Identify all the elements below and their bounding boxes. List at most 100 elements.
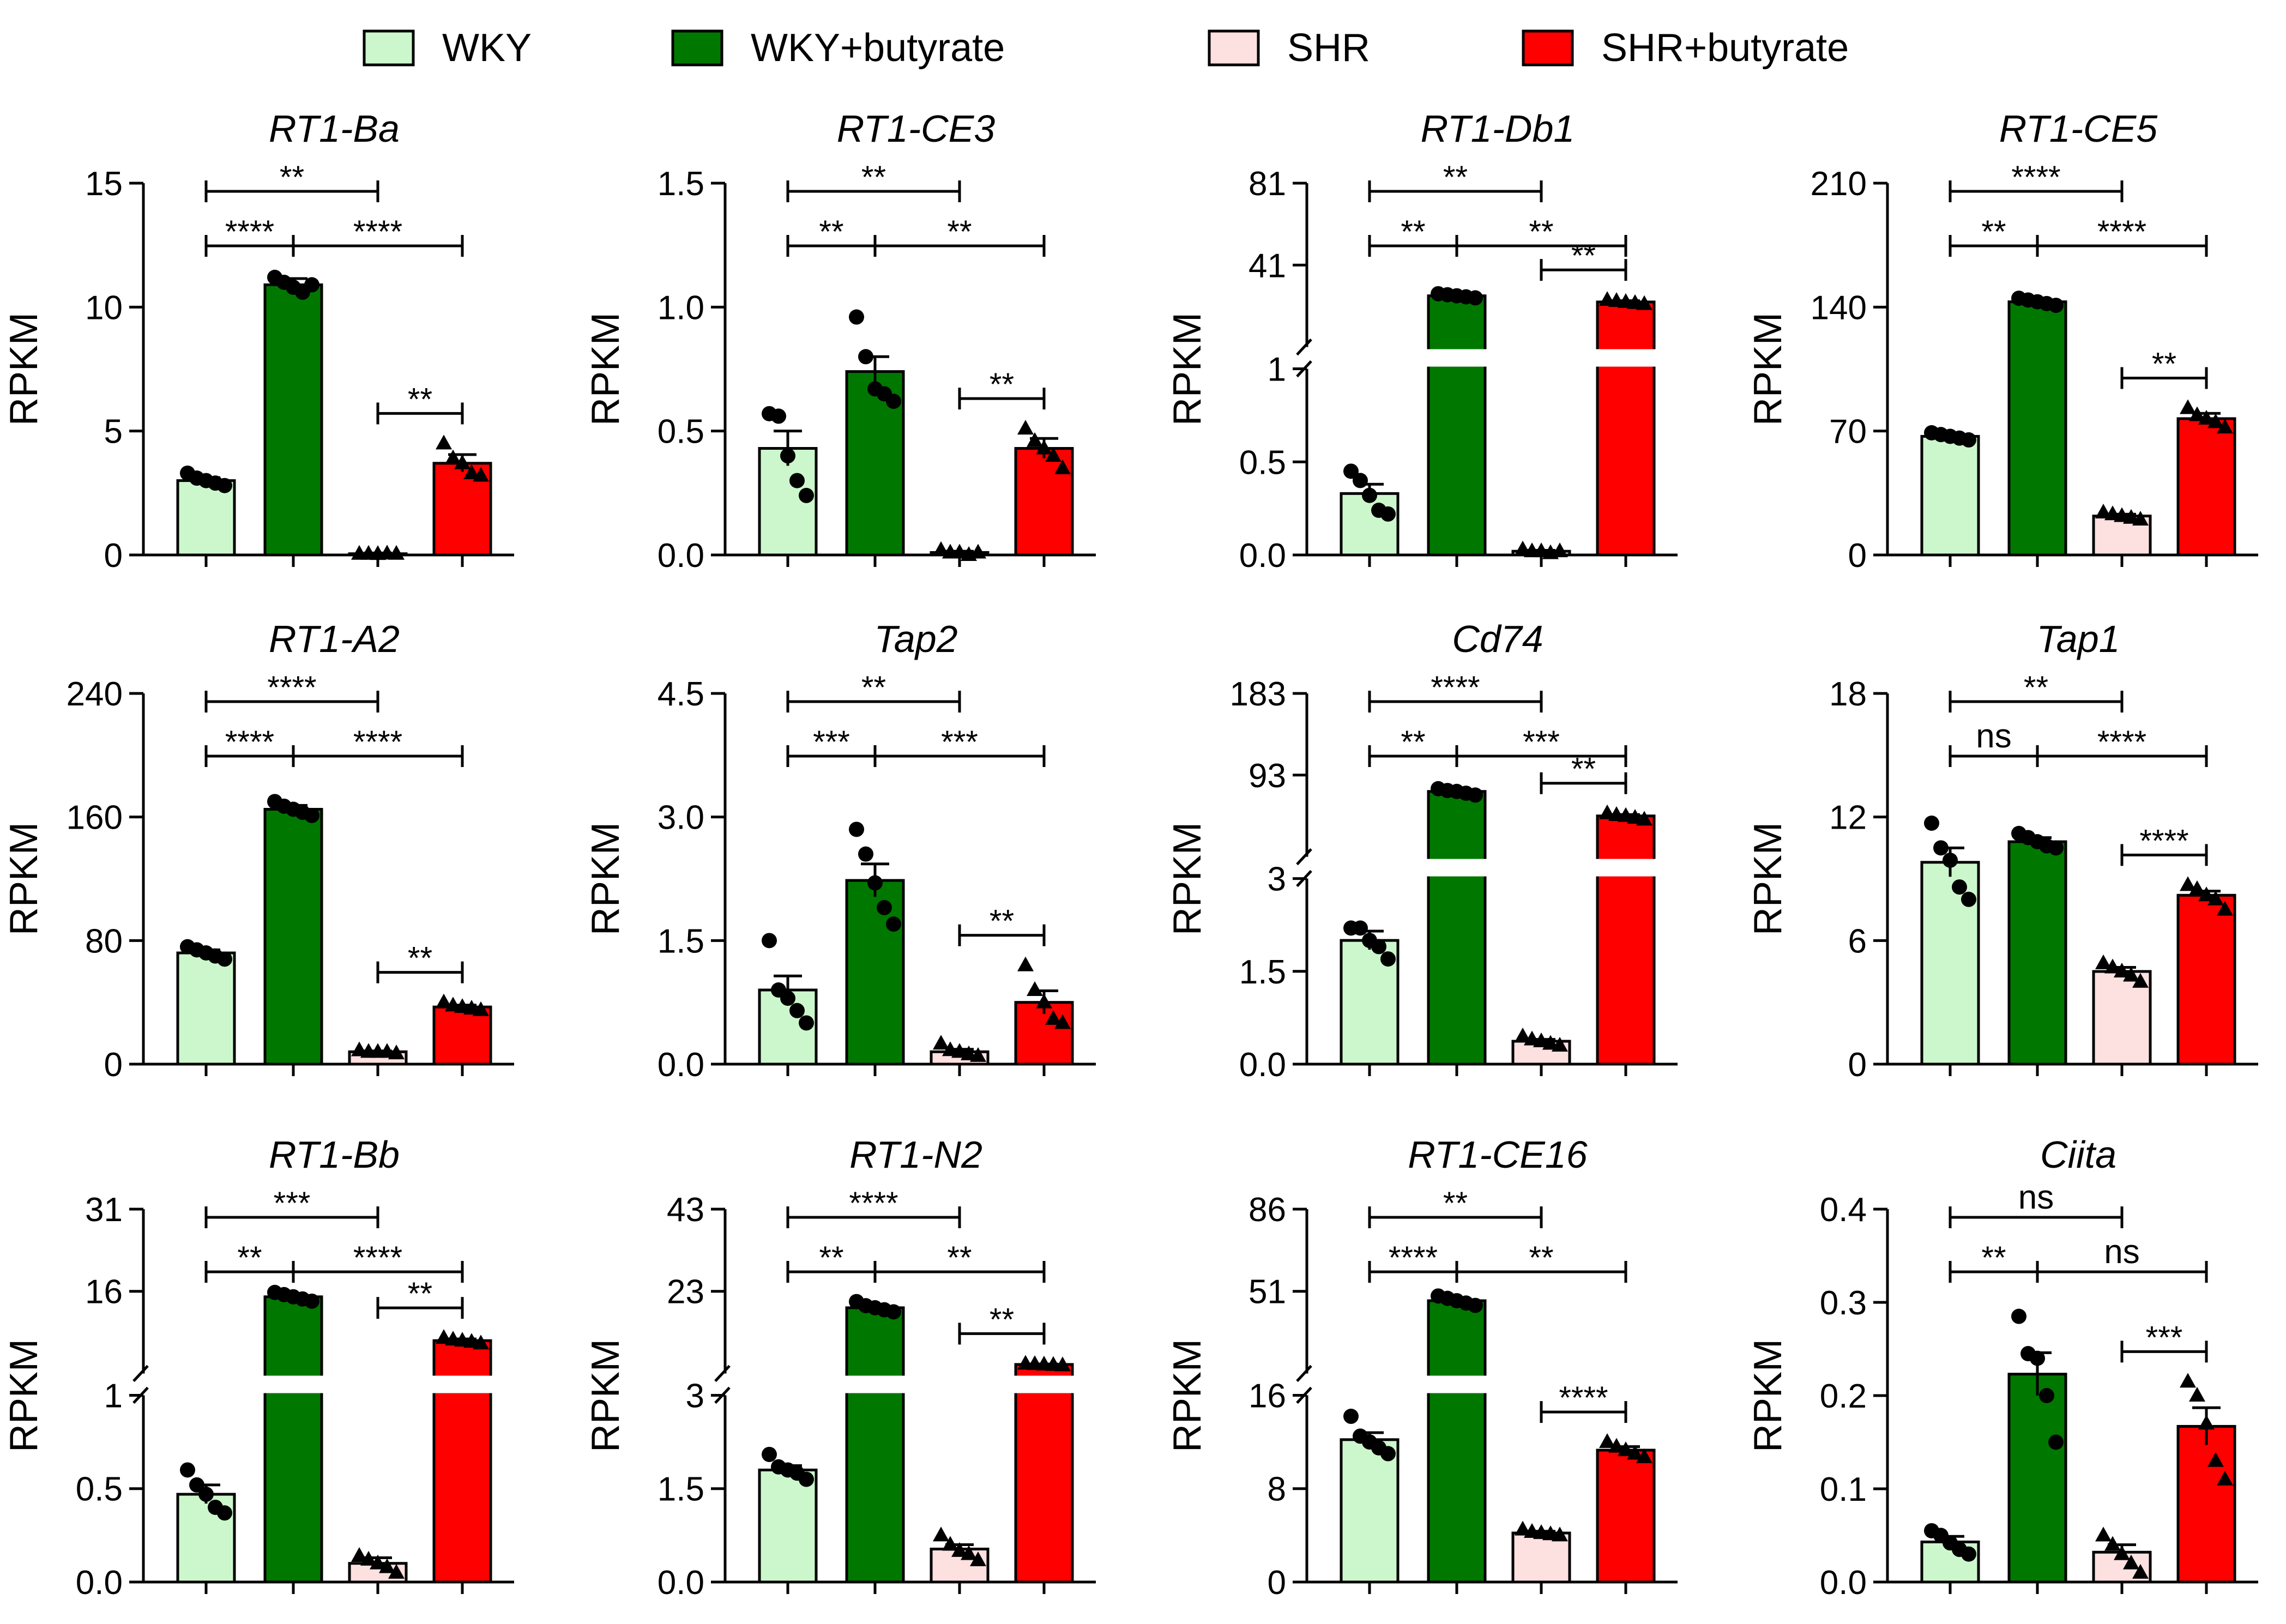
significance-label: *** (1523, 725, 1560, 760)
bar-break-gap (263, 1375, 324, 1393)
legend-label: WKY+butyrate (751, 26, 1005, 70)
data-point (1636, 811, 1652, 826)
data-point (1054, 1356, 1071, 1372)
data-point (2048, 840, 2064, 856)
data-point (1608, 1438, 1625, 1453)
data-point (933, 541, 949, 556)
data-point (2180, 876, 2196, 891)
bar (1014, 1363, 1074, 1584)
chart-panel: RT1-CE3 RPKM 0.0 0.5 1.0 1.5 ** ** ** ** (584, 107, 1096, 575)
bar-break-gap (1595, 349, 1656, 367)
data-point (2104, 1536, 2121, 1551)
significance-bracket: ** (376, 1276, 464, 1319)
data-point (1054, 1014, 1071, 1029)
legend-label: SHR (1287, 26, 1370, 70)
data-point (217, 1505, 232, 1521)
y-tick-label: 31 (85, 1191, 123, 1229)
legend-item: WKY (363, 26, 532, 70)
data-point (2114, 963, 2130, 977)
y-tick-label: 23 (667, 1273, 704, 1311)
y-axis-label: RPKM (1166, 1339, 1209, 1452)
bar (1427, 294, 1487, 557)
y-tick-label: 0 (104, 1046, 123, 1084)
data-point (1515, 540, 1531, 556)
bar (1427, 1299, 1487, 1584)
significance-bracket: *** (204, 1186, 379, 1228)
data-point (1027, 981, 1043, 996)
legend-item: WKY+butyrate (671, 26, 1005, 70)
data-point (799, 1015, 814, 1031)
data-point (1045, 1010, 1061, 1025)
significance-bracket: ** (786, 160, 961, 202)
y-axis-label: RPKM (1166, 312, 1209, 426)
data-point (388, 545, 405, 560)
y-tick-label: 0.0 (658, 1046, 704, 1084)
significance-bracket: **** (292, 725, 464, 767)
significance-label: ** (2024, 670, 2048, 705)
data-point (1017, 956, 1034, 971)
bar (2007, 1373, 2067, 1584)
legend-swatch (1208, 29, 1260, 67)
y-tick-label: 1.5 (1239, 953, 1286, 991)
significance-label: ** (1981, 214, 2006, 250)
significance-label: **** (1559, 1380, 1608, 1416)
panel-title: RT1-Db1 (1421, 107, 1575, 150)
significance-bracket: ** (1455, 1240, 1627, 1283)
significance-label: ns (2018, 1179, 2054, 1216)
chart-panel: Tap1 RPKM 0 6 12 18 ** ns **** **** (1746, 618, 2258, 1084)
y-tick-label: 5 (104, 413, 123, 451)
significance-bracket: *** (2120, 1320, 2208, 1363)
significance-label: ** (237, 1240, 262, 1276)
y-tick-label: 3 (686, 1377, 704, 1415)
bar (2176, 1424, 2236, 1584)
significance-bracket: ns (1949, 717, 2039, 767)
bar (1596, 1448, 1656, 1584)
data-point (1045, 447, 1061, 462)
data-point (1961, 891, 1976, 907)
y-tick-label: 240 (67, 675, 123, 713)
significance-label: **** (225, 214, 274, 250)
legend-swatch (363, 29, 415, 67)
data-point (2207, 413, 2224, 428)
data-point (2039, 1388, 2054, 1403)
y-tick-label: 43 (667, 1191, 704, 1229)
y-tick-label: 0.5 (1239, 444, 1286, 481)
data-point (2123, 967, 2139, 982)
y-tick-label: 3 (1268, 861, 1286, 898)
data-point (351, 1547, 367, 1562)
chart-panel: Ciita RPKM 0.0 0.1 0.2 0.3 0.4 ns ** ns *** (1746, 1133, 2258, 1602)
data-point (2198, 409, 2215, 425)
bar-break-gap (1595, 859, 1656, 877)
y-tick-label: 0.1 (1820, 1471, 1867, 1508)
data-point (2180, 1373, 2196, 1388)
legend-swatch (671, 29, 723, 67)
significance-bracket: ** (204, 1240, 295, 1283)
data-point (886, 1304, 901, 1320)
chart-panel: RT1-Db1 RPKM 0.0 0.5 1 41 81 ** ** ** ** (1166, 107, 1678, 575)
data-point (370, 1554, 386, 1569)
data-point (1036, 439, 1052, 455)
significance-label: **** (2097, 725, 2146, 760)
significance-label: ** (990, 367, 1014, 402)
y-tick-label: 80 (85, 922, 123, 960)
significance-label: ** (819, 214, 843, 250)
legend-label: WKY (442, 26, 532, 70)
data-point (858, 846, 873, 862)
significance-label: ** (947, 214, 972, 250)
y-tick-label: 3.0 (658, 799, 704, 837)
bar (758, 1468, 818, 1584)
data-point (463, 464, 480, 479)
legend-item: SHR+butyrate (1522, 26, 1849, 70)
y-tick-label: 0.0 (76, 1564, 123, 1602)
data-point (2132, 1563, 2149, 1579)
y-tick-label: 0 (1268, 1564, 1286, 1602)
significance-label: ** (861, 670, 886, 705)
data-point (360, 1550, 377, 1566)
y-tick-label: 16 (1248, 1377, 1286, 1415)
significance-bracket: ** (1949, 670, 2124, 713)
data-point (942, 1536, 958, 1551)
significance-bracket: ** (1949, 214, 2039, 257)
significance-bracket: **** (1949, 160, 2124, 202)
y-axis-label: RPKM (1166, 822, 1209, 935)
significance-bracket: ** (873, 214, 1046, 257)
